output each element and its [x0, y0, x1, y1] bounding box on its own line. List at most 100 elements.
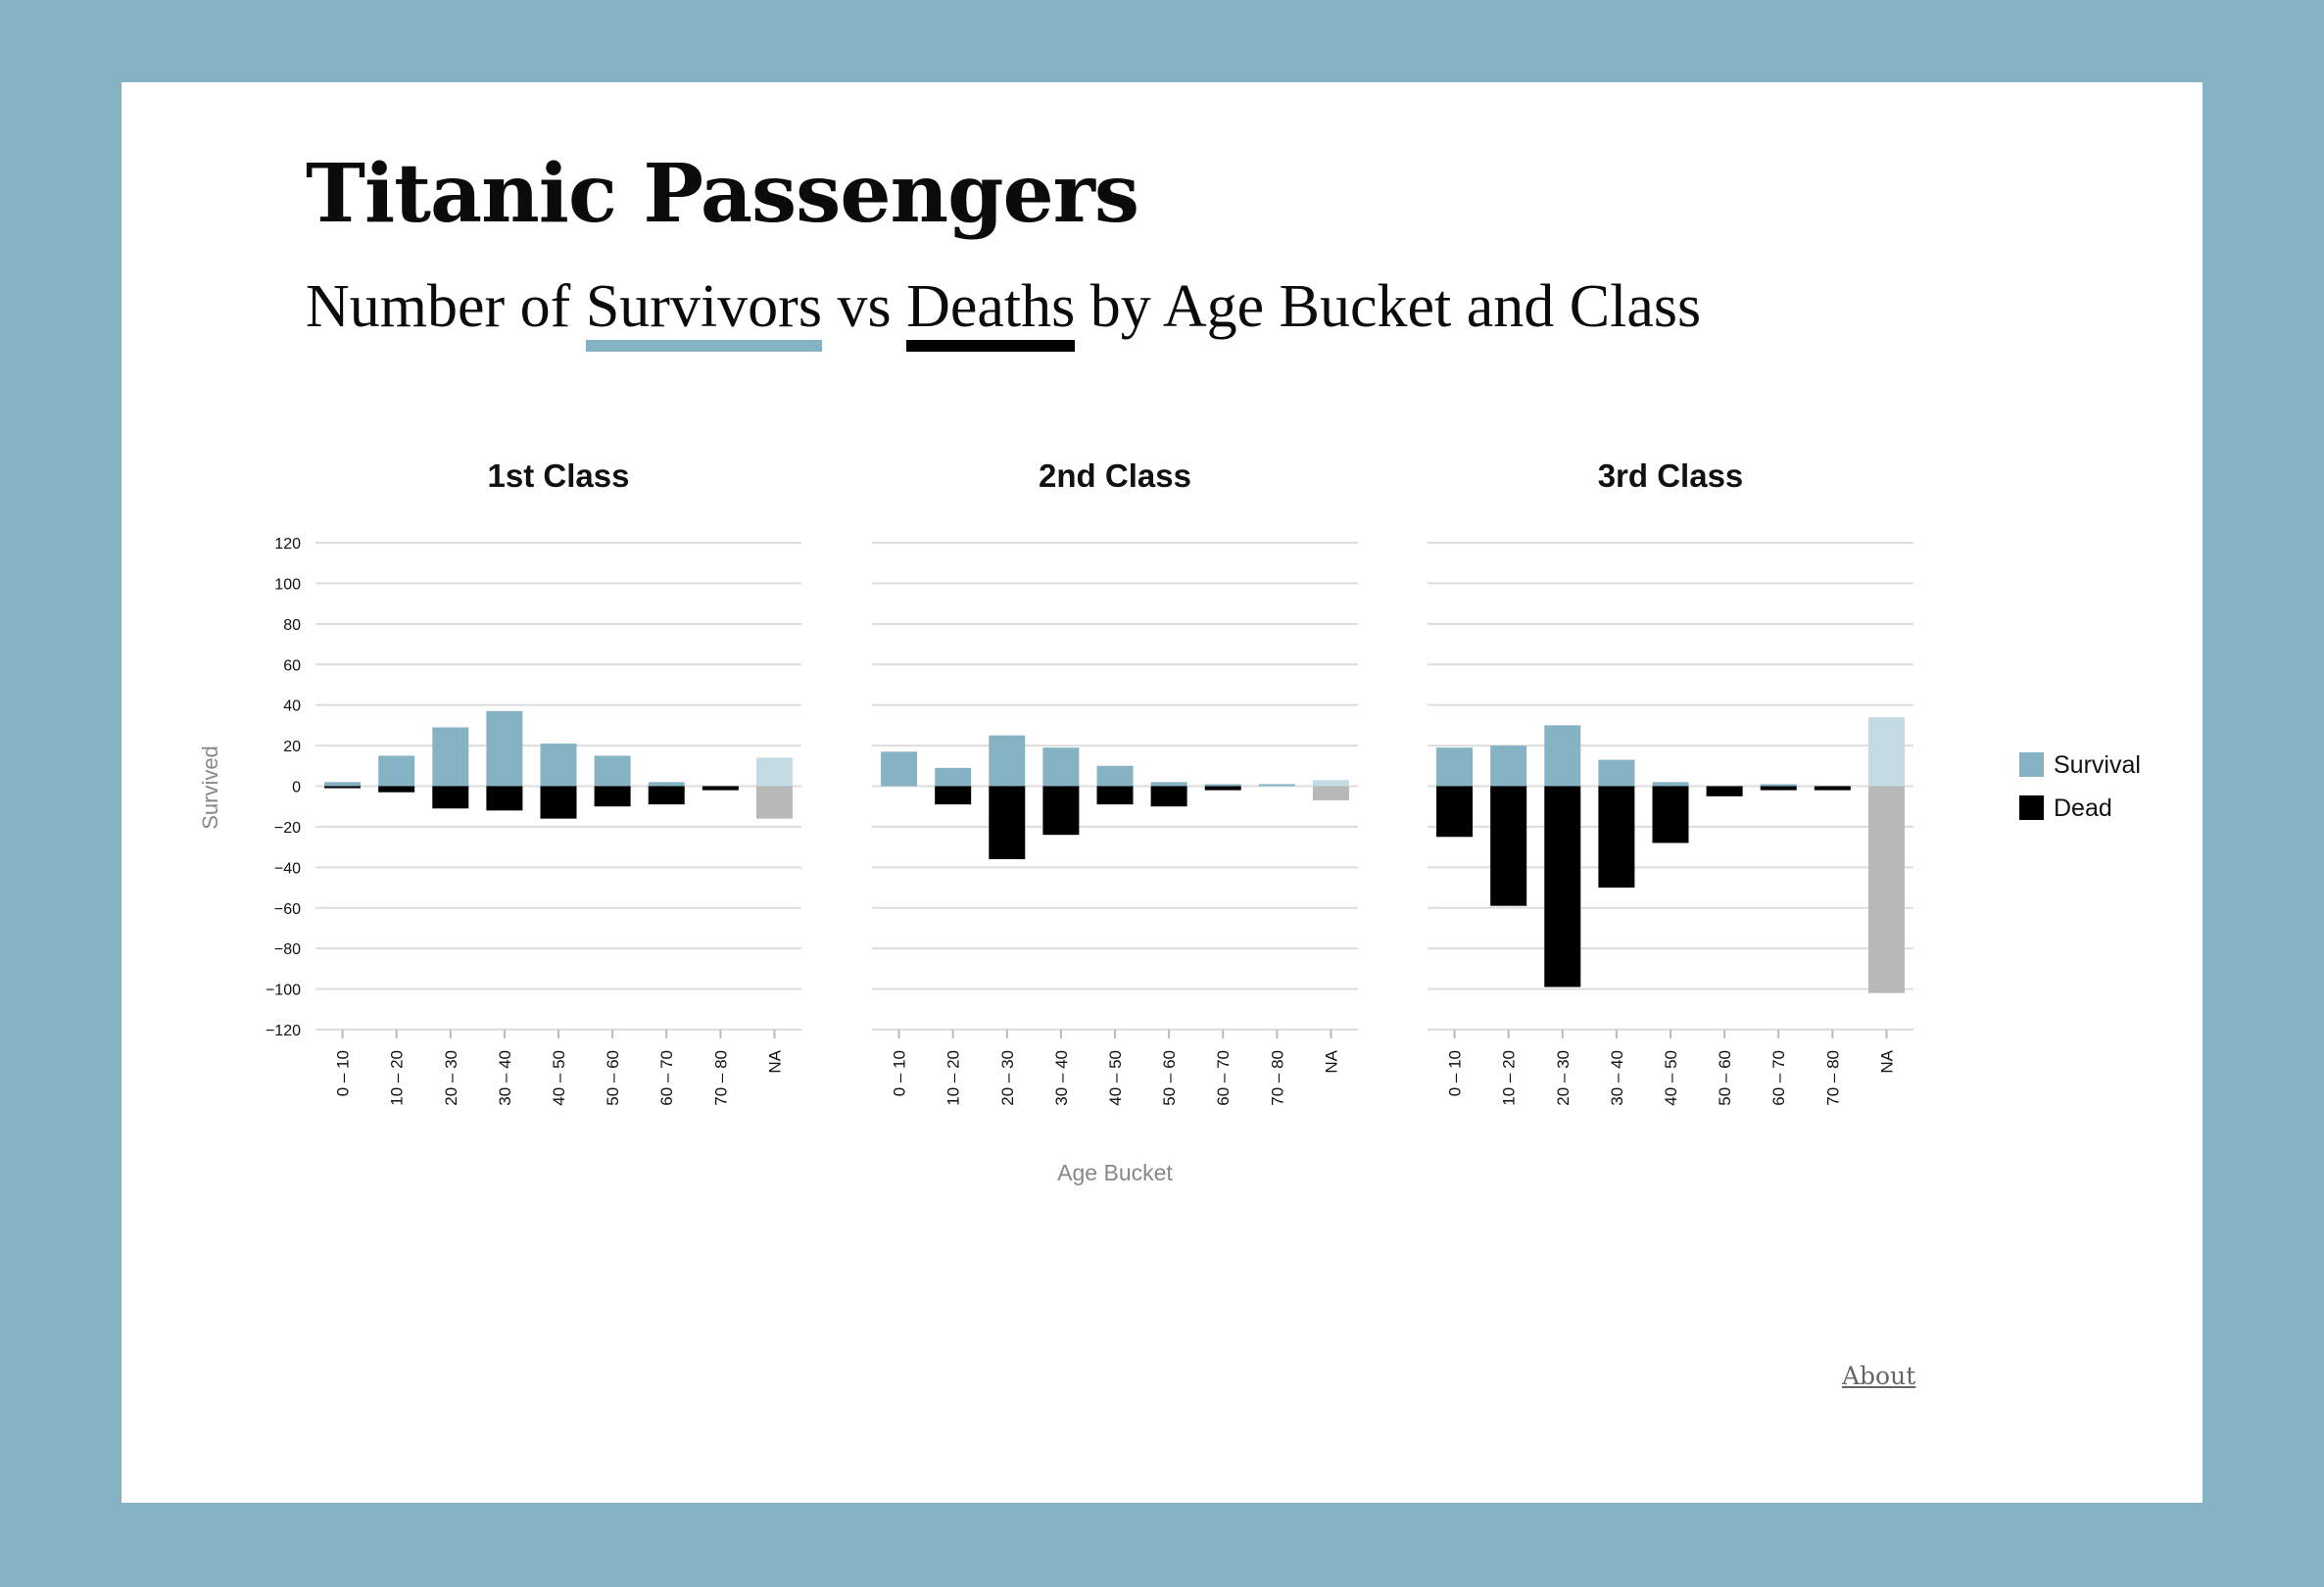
dead-bar — [935, 786, 972, 805]
dead-bar — [1150, 786, 1187, 807]
survival-bar — [594, 755, 631, 787]
dead-bar — [324, 786, 362, 789]
x-tick-label: 40 – 50 — [550, 1050, 568, 1106]
x-tick-label: 0 – 10 — [334, 1050, 353, 1096]
y-tick-label: 120 — [274, 536, 301, 553]
survival-bar — [1312, 780, 1349, 787]
dead-bar — [1042, 786, 1080, 836]
x-tick-label: 10 – 20 — [388, 1050, 407, 1106]
x-tick-label: 10 – 20 — [1500, 1050, 1519, 1106]
legend-swatch-survival — [2019, 752, 2044, 777]
x-tick-label: NA — [1877, 1049, 1896, 1073]
x-tick-label: 70 – 80 — [711, 1050, 730, 1106]
y-tick-label: 80 — [283, 617, 301, 634]
dead-bar — [540, 786, 577, 819]
dead-bar — [1706, 786, 1743, 796]
survival-bar — [378, 755, 415, 787]
survival-bar — [1652, 782, 1689, 787]
subtitle-survivors-highlight: Survivors — [585, 273, 822, 352]
dead-bar — [1760, 786, 1797, 791]
dead-bar — [1204, 786, 1241, 791]
survival-bar — [935, 767, 972, 787]
survival-bar — [1204, 784, 1241, 787]
x-tick-label: 40 – 50 — [1662, 1050, 1680, 1106]
x-tick-label: NA — [1322, 1049, 1340, 1073]
x-tick-label: 0 – 10 — [1446, 1050, 1465, 1096]
dead-bar — [1096, 786, 1134, 805]
dead-bar — [1436, 786, 1474, 838]
dead-bar — [989, 786, 1026, 860]
survival-bar — [324, 782, 362, 787]
x-tick-label: 30 – 40 — [1052, 1050, 1071, 1106]
y-tick-label: 40 — [283, 698, 301, 715]
panel-title: 1st Class — [488, 457, 630, 494]
survival-bar — [1258, 784, 1295, 787]
y-axis-label: Survived — [198, 745, 222, 830]
x-tick-label: 50 – 60 — [1160, 1050, 1179, 1106]
dead-bar — [432, 786, 469, 809]
dead-bar — [648, 786, 685, 805]
survival-bar — [486, 710, 523, 787]
dead-bar — [1867, 786, 1905, 993]
survival-bar — [1760, 784, 1797, 787]
subtitle-text: by Age Bucket and Class — [1075, 273, 1702, 340]
legend-label: Dead — [2054, 794, 2112, 822]
y-tick-label: −40 — [274, 860, 301, 877]
x-tick-label: 20 – 30 — [442, 1050, 460, 1106]
x-tick-label: 60 – 70 — [1769, 1050, 1788, 1106]
survival-bar — [1042, 747, 1080, 787]
page-title: Titanic Passengers — [306, 147, 1139, 241]
x-tick-label: NA — [765, 1049, 784, 1073]
survival-bar — [881, 751, 918, 787]
dead-bar — [1814, 786, 1851, 791]
y-tick-label: −120 — [266, 1023, 301, 1039]
legend-label: Survival — [2054, 751, 2141, 779]
dead-bar — [594, 786, 631, 807]
survival-bar — [540, 744, 577, 787]
y-tick-label: 100 — [274, 576, 301, 593]
dead-bar — [378, 786, 415, 793]
panel-title: 2nd Class — [1039, 457, 1191, 494]
x-tick-label: 50 – 60 — [604, 1050, 622, 1106]
survival-bar — [432, 727, 469, 787]
x-tick-label: 60 – 70 — [1214, 1050, 1233, 1106]
survival-bar — [989, 735, 1026, 787]
dead-bar — [755, 786, 793, 819]
survival-bar — [1598, 759, 1635, 787]
y-tick-label: 0 — [292, 780, 301, 796]
page-subtitle: Number of Survivors vs Deaths by Age Buc… — [306, 272, 1702, 352]
dead-bar — [702, 786, 739, 791]
y-tick-label: −20 — [274, 820, 301, 837]
survival-bar — [1867, 717, 1905, 787]
y-tick-label: −80 — [274, 941, 301, 958]
dead-bar — [486, 786, 523, 811]
dead-bar — [1490, 786, 1527, 906]
subtitle-deaths-highlight: Deaths — [906, 273, 1076, 352]
survival-bar — [1096, 765, 1134, 787]
x-tick-label: 70 – 80 — [1268, 1050, 1286, 1106]
x-tick-label: 0 – 10 — [891, 1050, 909, 1096]
y-tick-label: −100 — [266, 983, 301, 999]
y-tick-label: −60 — [274, 901, 301, 918]
survival-bar — [1544, 725, 1581, 787]
dead-bar — [1544, 786, 1581, 987]
y-tick-label: 20 — [283, 739, 301, 755]
survival-bar — [755, 757, 793, 787]
x-tick-label: 10 – 20 — [944, 1050, 963, 1106]
x-tick-label: 60 – 70 — [657, 1050, 676, 1106]
survival-bar — [648, 782, 685, 787]
x-tick-label: 50 – 60 — [1716, 1050, 1734, 1106]
y-tick-label: 60 — [283, 657, 301, 674]
x-tick-label: 70 – 80 — [1823, 1050, 1842, 1106]
x-tick-label: 20 – 30 — [998, 1050, 1017, 1106]
x-axis-label: Age Bucket — [1057, 1160, 1173, 1185]
survival-bar — [1490, 745, 1527, 787]
x-tick-label: 30 – 40 — [1608, 1050, 1626, 1106]
about-link[interactable]: About — [1842, 1362, 1916, 1390]
x-tick-label: 40 – 50 — [1106, 1050, 1125, 1106]
subtitle-text: Number of — [306, 273, 586, 340]
subtitle-text: vs — [821, 273, 907, 340]
legend-swatch-dead — [2019, 795, 2044, 820]
x-tick-label: 30 – 40 — [496, 1050, 514, 1106]
